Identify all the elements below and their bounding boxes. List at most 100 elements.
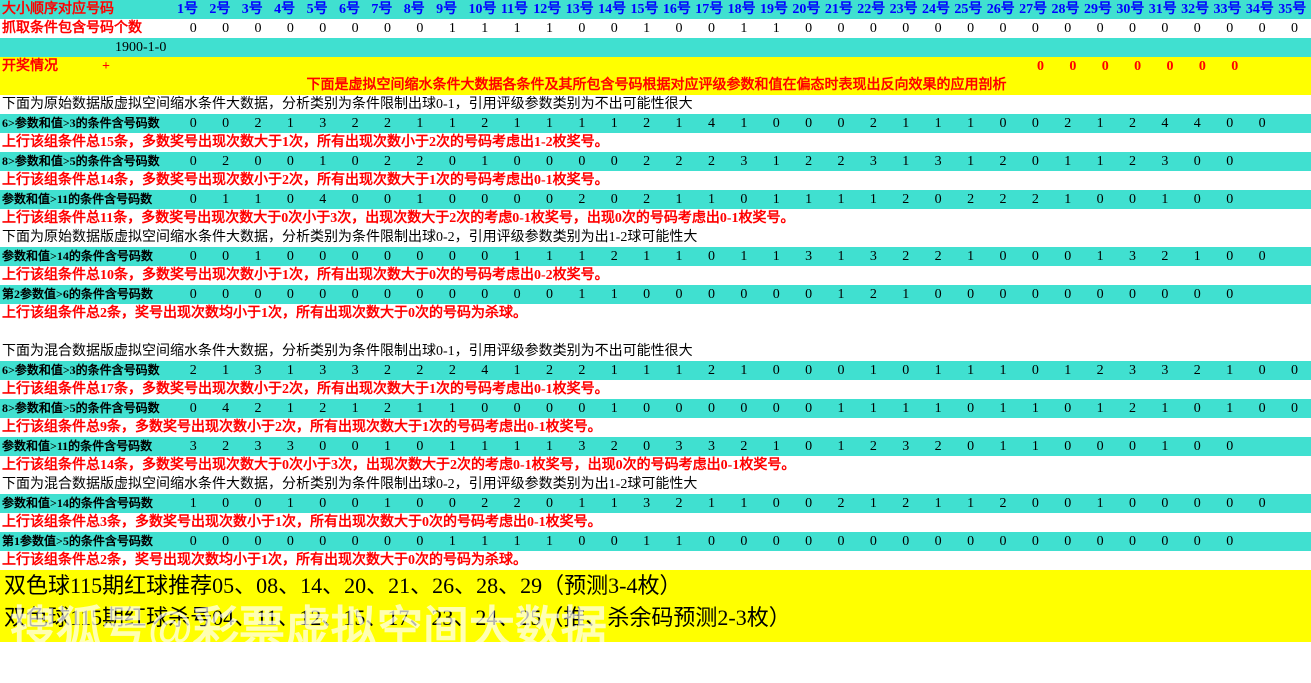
num-cell: 0 bbox=[242, 532, 274, 551]
num-cell: 2 bbox=[987, 152, 1019, 171]
num-cell: 1 bbox=[501, 114, 533, 133]
num-cell: 1 bbox=[533, 247, 565, 266]
data-row-label: 6>参数和值>3的条件含号码数 bbox=[0, 361, 177, 380]
num-cell: 0 bbox=[954, 532, 986, 551]
num-cell: 2 bbox=[1052, 114, 1084, 133]
num-cell: 0 bbox=[566, 532, 598, 551]
num-cell: 0 bbox=[177, 247, 209, 266]
num-cell: 0 bbox=[1181, 285, 1213, 304]
num-cell: 0 bbox=[954, 437, 986, 456]
header-col: 16号 bbox=[663, 0, 695, 19]
num-cell: 0 bbox=[1019, 19, 1051, 38]
num-cell: 0 bbox=[857, 532, 889, 551]
open-block: 开奖情况 + 0000000 下面是虚拟空间缩水条件大数据各条件及其所包含号码根… bbox=[0, 57, 1311, 95]
num-cell: 2 bbox=[1116, 114, 1148, 133]
num-cell: 2 bbox=[1019, 190, 1051, 209]
num-cell: 0 bbox=[566, 399, 598, 418]
num-cell: 1 bbox=[274, 361, 306, 380]
data-row: 参数和值>11的条件含号码数01104001000020211011112022… bbox=[0, 190, 1311, 209]
num-cell: 0 bbox=[1019, 285, 1051, 304]
num-cell: 0 bbox=[533, 399, 565, 418]
num-cell: 0 bbox=[307, 437, 339, 456]
num-cell: 2 bbox=[695, 152, 727, 171]
header-col: 14号 bbox=[598, 0, 630, 19]
num-cell: 0 bbox=[695, 247, 727, 266]
header-col: 29号 bbox=[1084, 0, 1116, 19]
num-cell: 0 bbox=[242, 152, 274, 171]
num-cell: 0 bbox=[1019, 152, 1051, 171]
num-cell: 0 bbox=[1116, 494, 1148, 513]
num-cell: 0 bbox=[760, 361, 792, 380]
note-row: 上行该组条件总10条，多数奖号出现次数小于1次，所有出现次数大于0次的号码考虑出… bbox=[0, 266, 1311, 285]
num-cell: 0 bbox=[728, 285, 760, 304]
num-cell: 1 bbox=[728, 19, 760, 38]
num-cell: 1 bbox=[1149, 399, 1181, 418]
num-cell: 1 bbox=[922, 114, 954, 133]
note-row: 上行该组条件总2条，奖号出现次数均小于1次，所有出现次数大于0次的号码为杀球。 bbox=[0, 551, 1311, 570]
num-cell: 0 bbox=[728, 399, 760, 418]
num-cell: 2 bbox=[469, 114, 501, 133]
header-col: 30号 bbox=[1116, 0, 1148, 19]
num-cell: 1 bbox=[663, 114, 695, 133]
num-cell: 0 bbox=[339, 285, 371, 304]
num-cell: 0 bbox=[209, 285, 241, 304]
num-cell: 0 bbox=[1214, 247, 1246, 266]
num-cell: 0 bbox=[598, 152, 630, 171]
num-cell: 1 bbox=[890, 399, 922, 418]
num-cell: 1 bbox=[436, 399, 468, 418]
num-cell: 0 bbox=[1181, 152, 1213, 171]
num-cell: 0 bbox=[1019, 114, 1051, 133]
num-cell: 1 bbox=[728, 494, 760, 513]
num-cell: 1 bbox=[242, 247, 274, 266]
num-cell: 0 bbox=[177, 19, 209, 38]
num-cell: 1 bbox=[177, 494, 209, 513]
num-cell: 0 bbox=[501, 152, 533, 171]
num-cell: 1 bbox=[436, 437, 468, 456]
num-cell: 0 bbox=[760, 532, 792, 551]
num-cell: 1 bbox=[1084, 494, 1116, 513]
num-cell: 3 bbox=[566, 437, 598, 456]
num-cell: 1 bbox=[566, 494, 598, 513]
num-cell: 2 bbox=[922, 247, 954, 266]
header-col: 13号 bbox=[566, 0, 598, 19]
open-tail-num: 0 bbox=[1186, 57, 1218, 76]
num-cell: 0 bbox=[857, 19, 889, 38]
open-tail-num: 0 bbox=[1057, 57, 1089, 76]
data-row: 第1参数值>5的条件含号码数00000000111100110000000000… bbox=[0, 532, 1311, 551]
num-cell: 4 bbox=[469, 361, 501, 380]
num-cell: 0 bbox=[274, 190, 306, 209]
num-cell: 1 bbox=[566, 114, 598, 133]
num-cell: 1 bbox=[663, 361, 695, 380]
num-cell: 1 bbox=[1084, 247, 1116, 266]
num-cell: 1 bbox=[630, 19, 662, 38]
note-row: 上行该组条件总2条，奖号出现次数均小于1次，所有出现次数大于0次的号码为杀球。 bbox=[0, 304, 1311, 323]
num-cell: 0 bbox=[825, 114, 857, 133]
num-cell: 0 bbox=[1084, 285, 1116, 304]
num-cell: 1 bbox=[339, 399, 371, 418]
num-cell: 1 bbox=[1019, 399, 1051, 418]
num-cell: 0 bbox=[1052, 494, 1084, 513]
num-cell: 0 bbox=[469, 247, 501, 266]
num-cell: 2 bbox=[404, 152, 436, 171]
num-cell: 1 bbox=[857, 399, 889, 418]
num-cell: 0 bbox=[209, 19, 241, 38]
num-cell: 2 bbox=[436, 361, 468, 380]
num-cell: 1 bbox=[533, 114, 565, 133]
num-cell: 1 bbox=[857, 361, 889, 380]
note-row: 上行该组条件总15条，多数奖号出现次数大于1次，所有出现次数小于2次的号码考虑出… bbox=[0, 133, 1311, 152]
num-cell: 0 bbox=[728, 190, 760, 209]
num-cell: 1 bbox=[857, 494, 889, 513]
num-cell: 0 bbox=[1052, 399, 1084, 418]
num-cell: 0 bbox=[792, 114, 824, 133]
num-cell: 0 bbox=[1019, 494, 1051, 513]
num-cell: 0 bbox=[371, 532, 403, 551]
header-row: 大小顺序对应号码 1号2号3号4号5号6号7号8号9号10号11号12号13号1… bbox=[0, 0, 1311, 19]
num-cell: 3 bbox=[857, 247, 889, 266]
num-cell: 0 bbox=[307, 532, 339, 551]
num-cell: 3 bbox=[630, 494, 662, 513]
num-cell: 1 bbox=[566, 247, 598, 266]
num-cell: 0 bbox=[371, 285, 403, 304]
num-cell: 1 bbox=[630, 532, 662, 551]
note-row: 上行该组条件总11条，多数奖号出现次数大于0次小于3次，出现次数大于2次的考虑0… bbox=[0, 209, 1311, 228]
num-cell: 1 bbox=[404, 114, 436, 133]
